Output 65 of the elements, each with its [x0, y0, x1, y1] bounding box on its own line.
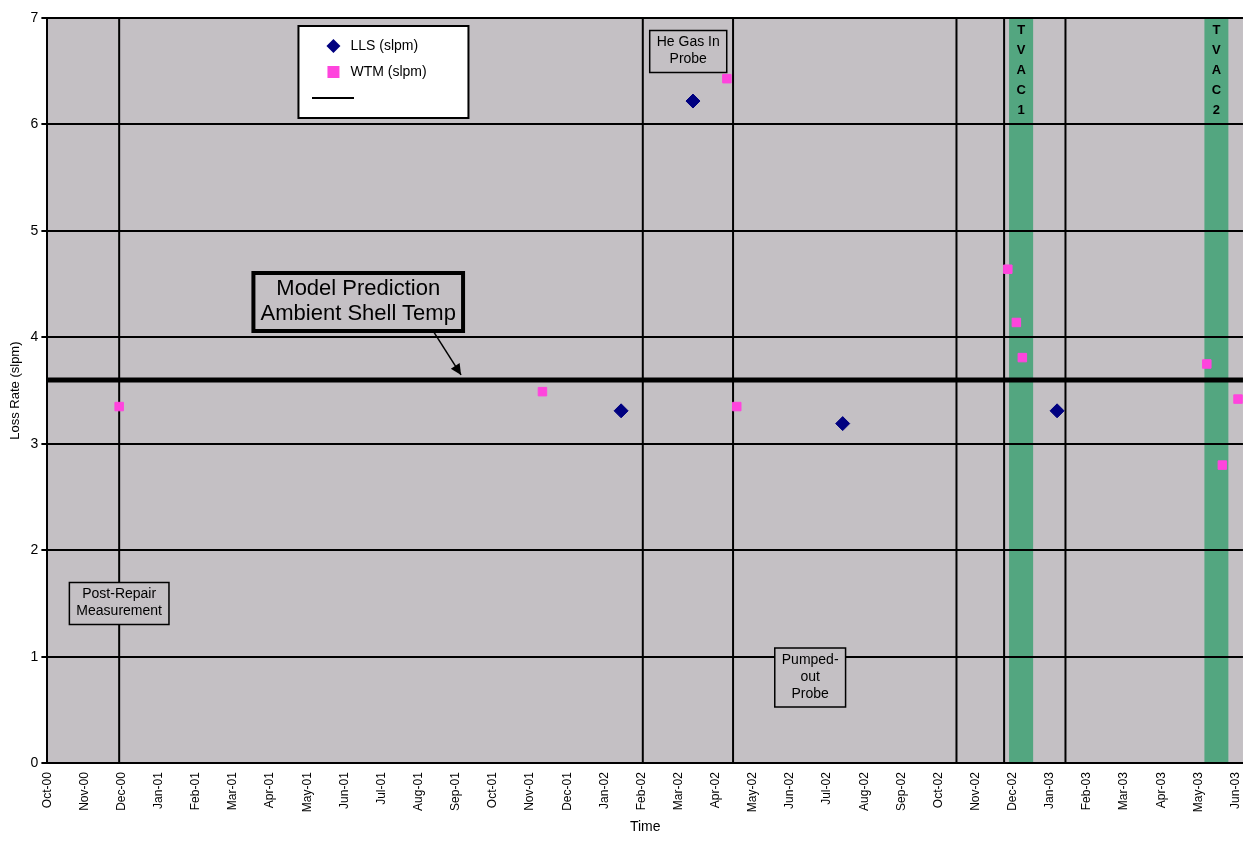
x-tick-label: Mar-03: [1116, 771, 1131, 811]
x-tick-label: Aug-01: [411, 771, 425, 811]
point: [1049, 403, 1065, 419]
y-tick-label: 2: [30, 541, 39, 558]
x-tick-label: Oct-01: [485, 771, 500, 809]
point: [685, 93, 701, 109]
x-tick-label: Jan-01: [151, 771, 166, 809]
x-tick-label: Nov-00: [76, 771, 91, 811]
x-tick-label: Jun-01: [336, 771, 351, 809]
point: [722, 73, 732, 84]
x-tick-label: Feb-01: [188, 771, 203, 811]
point: [1217, 460, 1228, 470]
y-tick-label: 6: [30, 115, 39, 132]
x-tick-label: Dec-02: [1005, 771, 1020, 811]
x-tick-label: Feb-02: [633, 771, 648, 811]
band-label: TVAC1: [1016, 22, 1027, 118]
x-tick-label: Sep-01: [448, 771, 463, 811]
x-tick-label: Oct-00: [39, 771, 54, 809]
point: [732, 401, 742, 412]
band-label: TVAC2: [1211, 22, 1222, 118]
x-tick-label: Aug-02: [856, 771, 871, 811]
y-tick-label: 5: [30, 221, 39, 238]
x-tick-label: Apr-01: [262, 771, 277, 809]
ref-line-label: Model Prediction Ambient Shell Temp: [260, 275, 456, 326]
x-axis-title: Time: [629, 818, 661, 835]
x-tick-label: Jun-03: [1227, 771, 1242, 809]
x-tick-label: May-03: [1190, 771, 1205, 813]
x-tick-label: Mar-01: [225, 771, 240, 811]
y-tick-label: 0: [30, 754, 39, 771]
x-tick-label: Jul-02: [819, 771, 834, 805]
point: [1233, 394, 1243, 404]
legend-label: LLS (slpm): [350, 36, 419, 53]
y-tick-label: 7: [30, 8, 39, 25]
x-tick-label: Dec-01: [559, 771, 574, 811]
y-tick-label: 1: [30, 647, 39, 664]
y-axis-title: Loss Rate (slpm): [7, 341, 23, 440]
x-tick-label: Nov-01: [522, 771, 537, 811]
point: [537, 386, 548, 397]
x-tick-label: May-02: [745, 771, 760, 813]
point: [114, 401, 124, 412]
x-tick-label: Mar-02: [670, 771, 685, 811]
x-tick-label: Oct-02: [930, 771, 945, 809]
x-tick-label: Jan-02: [596, 771, 611, 809]
x-tick-label: May-01: [299, 771, 314, 813]
legend-label: WTM (slpm): [350, 62, 427, 79]
y-tick-label: 4: [30, 328, 39, 345]
annotation: He Gas In Probe: [656, 33, 720, 67]
y-tick-label: 3: [30, 434, 39, 451]
annotation: Pumped- out Probe: [781, 650, 839, 701]
x-tick-label: Sep-02: [893, 771, 908, 811]
x-tick-label: Dec-00: [113, 771, 128, 811]
point: [1003, 264, 1013, 274]
x-tick-label: Apr-02: [708, 771, 723, 809]
x-tick-label: Nov-02: [967, 771, 982, 811]
x-tick-label: Jan-03: [1042, 771, 1057, 809]
point: [1011, 317, 1022, 328]
point: [1202, 359, 1212, 369]
x-tick-label: Jul-01: [373, 771, 388, 805]
x-tick-label: Apr-03: [1153, 771, 1168, 809]
x-tick-label: Jun-02: [782, 771, 797, 809]
annotation: Post-Repair Measurement: [76, 585, 163, 619]
x-tick-label: Feb-03: [1079, 771, 1094, 811]
point: [1017, 352, 1028, 363]
point: [613, 403, 629, 419]
point: [835, 416, 851, 432]
